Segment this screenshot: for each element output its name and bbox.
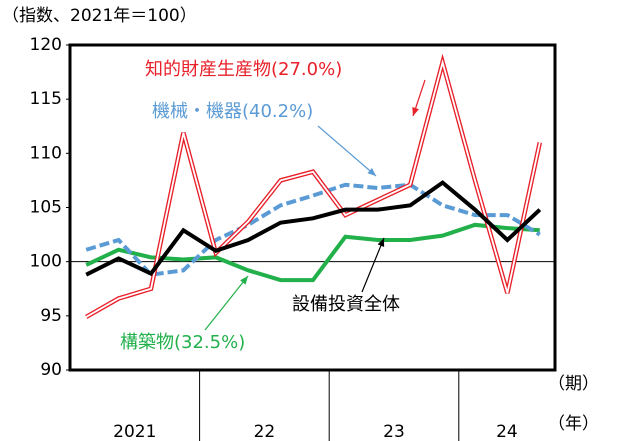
series-label: 知的財産生産物(27.0%) bbox=[145, 59, 342, 80]
arrow-head bbox=[377, 238, 385, 247]
y-tick-label: 115 bbox=[30, 89, 62, 109]
x-year-label: （年） bbox=[548, 414, 599, 434]
annotation-arrow bbox=[204, 275, 249, 331]
x-year-label: 24 bbox=[496, 422, 518, 441]
annotation-arrow bbox=[361, 237, 385, 293]
y-unit-label: （指数、2021年＝100） bbox=[2, 6, 197, 26]
series-line bbox=[85, 182, 541, 277]
plot-frame bbox=[68, 43, 557, 372]
arrow-head bbox=[240, 276, 248, 285]
x-year-label: 2021 bbox=[113, 422, 156, 441]
series-label: 機械・機器(40.2%) bbox=[152, 101, 313, 122]
series-line bbox=[85, 180, 542, 277]
arrow-head bbox=[367, 167, 376, 176]
y-tick-label: 95 bbox=[40, 306, 62, 326]
y-tick-label: 100 bbox=[30, 252, 62, 272]
x-year-label: 22 bbox=[254, 422, 276, 441]
y-tick-label: 120 bbox=[30, 35, 62, 55]
annotation-arrow bbox=[317, 125, 377, 177]
x-period-label: （期） bbox=[548, 374, 599, 394]
arrow-head bbox=[412, 107, 419, 116]
series-line-inner bbox=[85, 58, 541, 318]
series-label: 設備投資全体 bbox=[292, 294, 400, 315]
y-tick-label: 110 bbox=[30, 143, 62, 163]
series-label: 構築物(32.5%) bbox=[120, 332, 245, 353]
y-tick-label: 90 bbox=[40, 360, 62, 380]
x-year-label: 23 bbox=[383, 422, 405, 441]
y-tick-label: 105 bbox=[30, 198, 62, 218]
